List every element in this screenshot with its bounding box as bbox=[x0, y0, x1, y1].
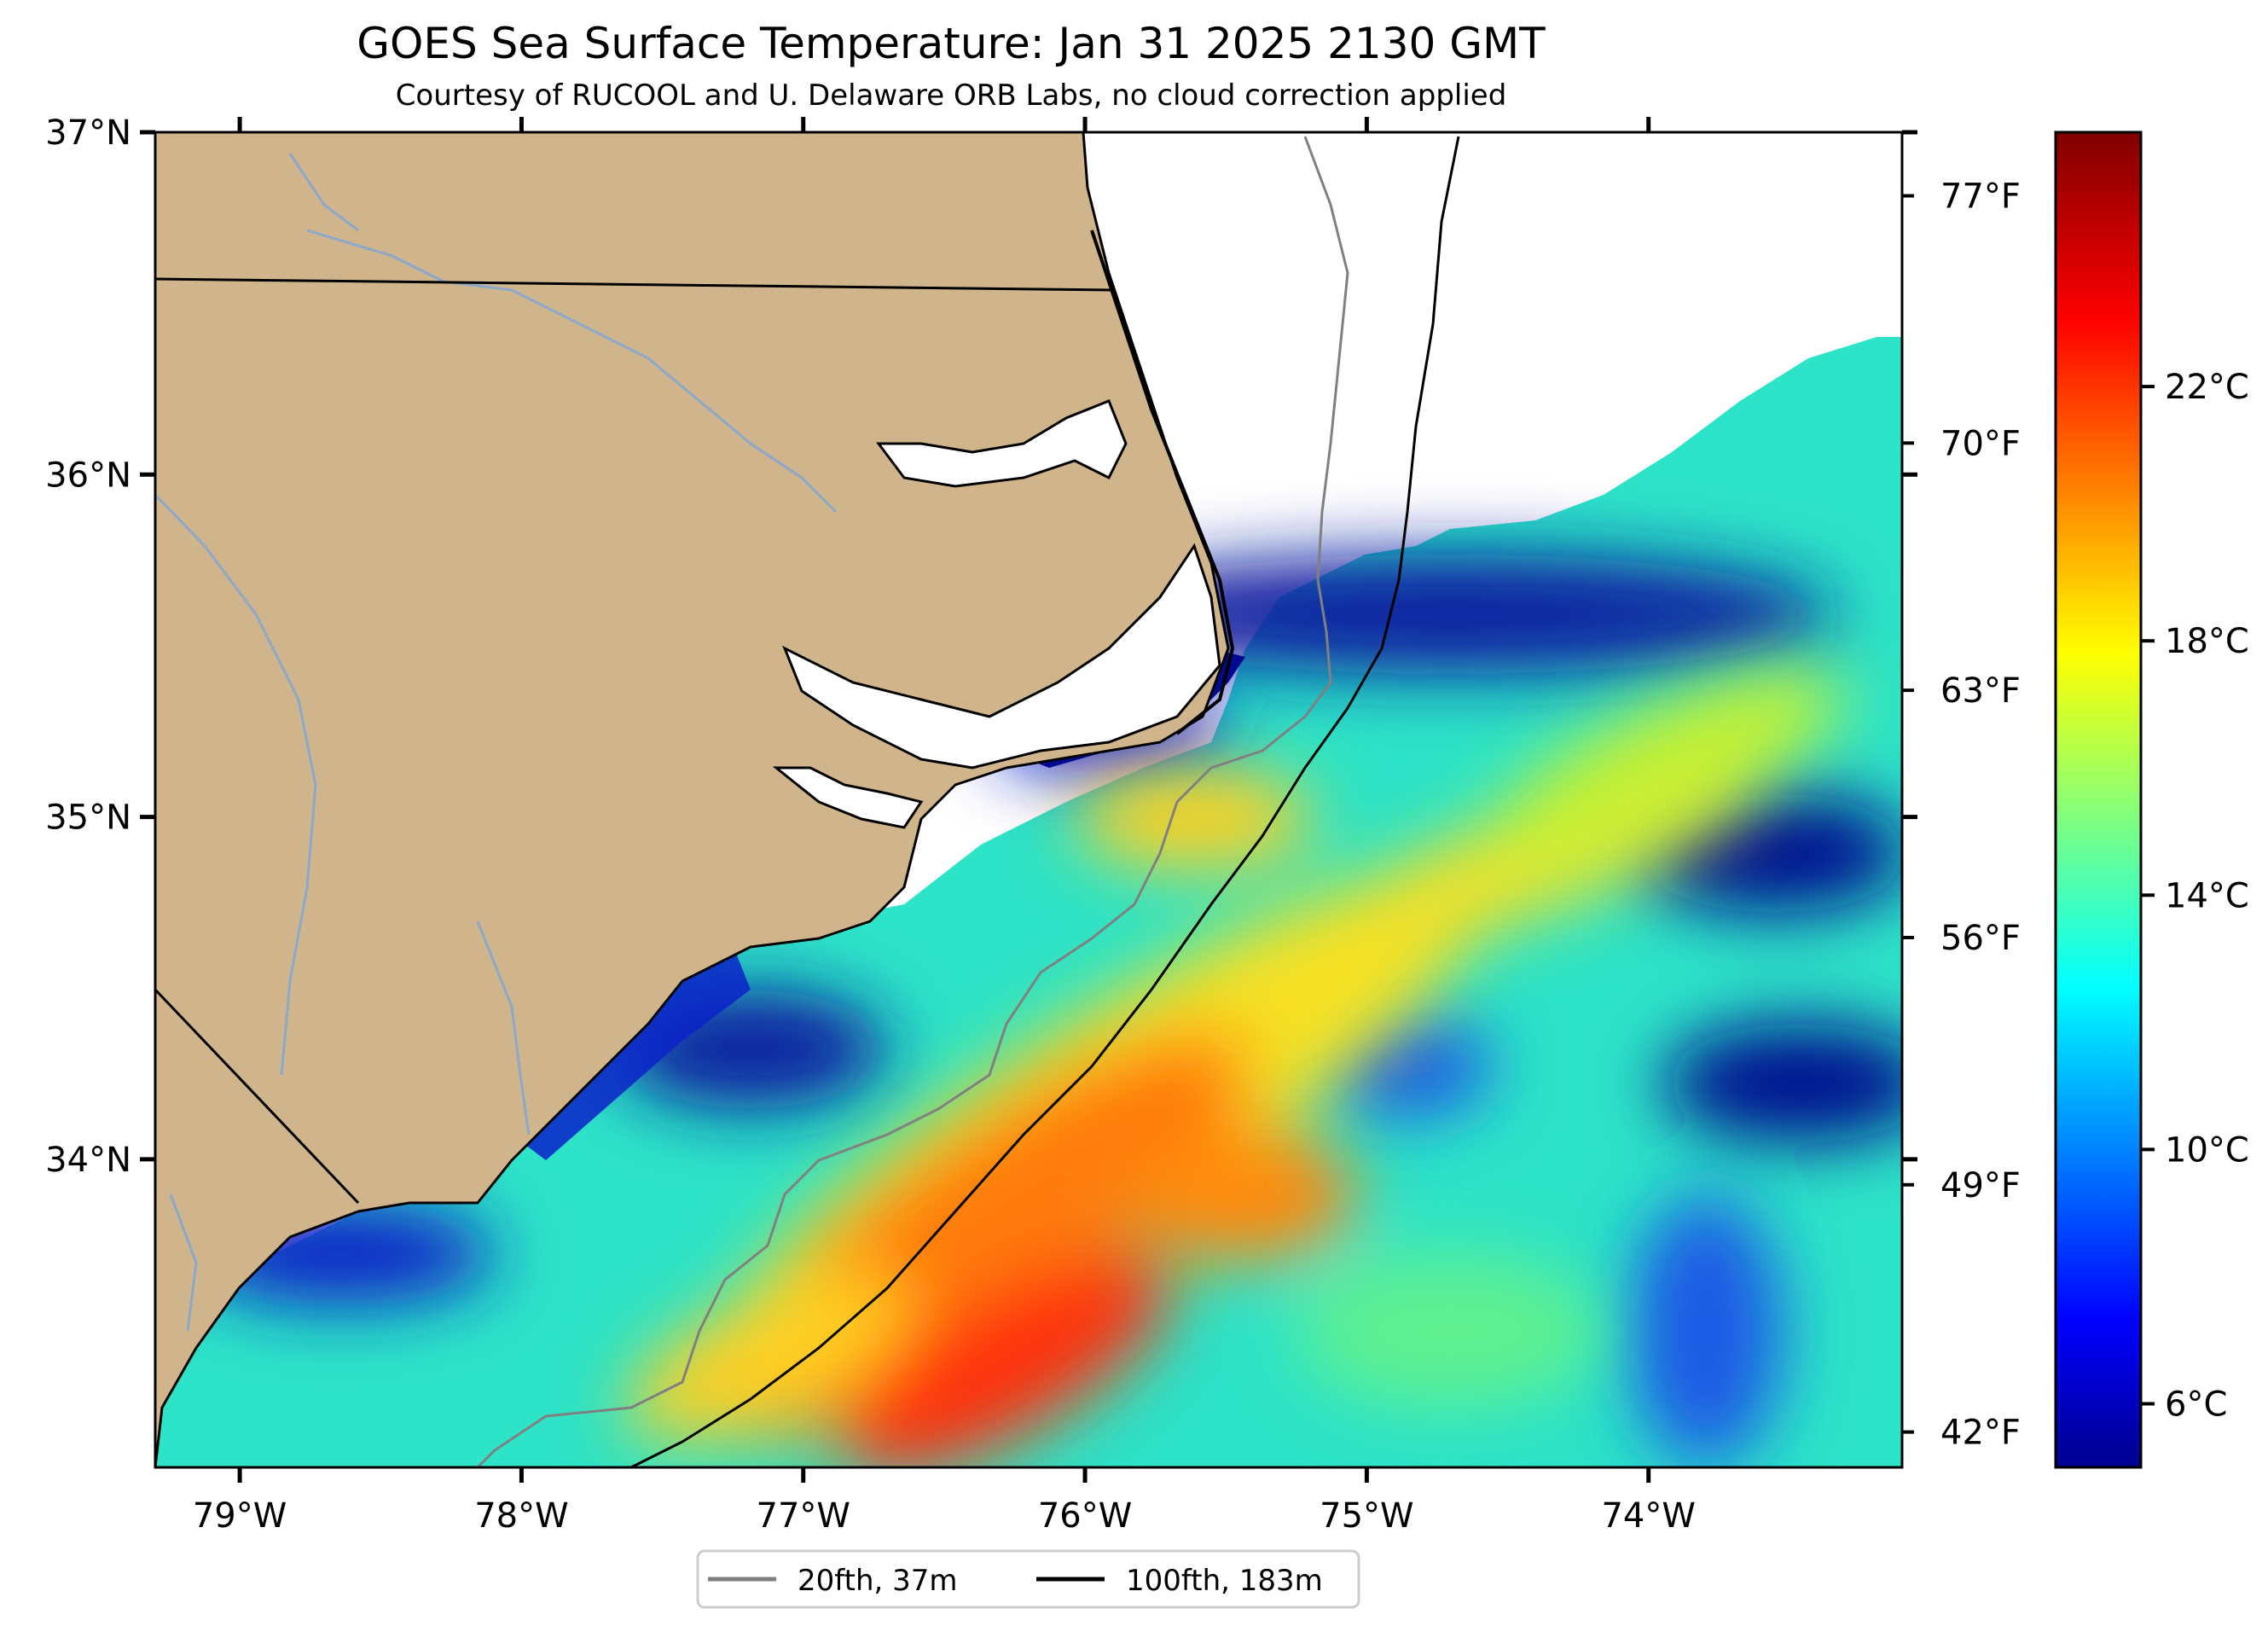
colorbar-gradient bbox=[2054, 131, 2143, 1469]
lon-tick-label: 74°W bbox=[1601, 1496, 1695, 1536]
neuse-river bbox=[772, 766, 924, 829]
fahrenheit-tick-label: 63°F bbox=[1940, 671, 2021, 711]
lon-tick-label: 75°W bbox=[1320, 1496, 1413, 1536]
fahrenheit-tick-label: 42°F bbox=[1940, 1414, 2021, 1453]
fahrenheit-tick-label: 70°F bbox=[1940, 424, 2021, 463]
colorbar-tick-label: 14°C bbox=[2165, 876, 2249, 915]
nearshore-cold bbox=[512, 947, 751, 1160]
colorbar: 6°C 10°C 14°C 18°C 22°C bbox=[2054, 131, 2249, 1469]
gulf-stream bbox=[626, 668, 1843, 1467]
lat-tick-label: 37°N bbox=[45, 113, 131, 153]
colorbar-tick-label: 10°C bbox=[2165, 1130, 2249, 1170]
lon-tick-label: 76°W bbox=[1038, 1496, 1132, 1536]
colorbar-tick-label: 22°C bbox=[2165, 368, 2249, 407]
fahrenheit-tick-label: 56°F bbox=[1940, 919, 2021, 958]
legend-box bbox=[696, 1549, 1360, 1609]
map-frame bbox=[154, 131, 1904, 1469]
fahrenheit-axis: 77°F 70°F 63°F 56°F 49°F 42°F bbox=[1902, 177, 2021, 1453]
colorbar-ticks: 6°C 10°C 14°C 18°C 22°C bbox=[2141, 368, 2249, 1424]
isobath-20fth bbox=[476, 136, 1349, 1469]
lon-tick-label: 78°W bbox=[474, 1496, 568, 1536]
map-panel bbox=[154, 131, 1904, 1469]
lat-tick-label: 35°N bbox=[45, 799, 131, 838]
outer-banks bbox=[1090, 229, 1235, 735]
legend-label-20fth: 20fth, 37m bbox=[798, 1564, 958, 1598]
map-subtitle: Courtesy of RUCOOL and U. Delaware ORB L… bbox=[395, 78, 1507, 113]
legend-label-100fth: 100fth, 183m bbox=[1126, 1564, 1323, 1598]
fahrenheit-tick-label: 77°F bbox=[1940, 177, 2021, 217]
fahrenheit-tick-label: 49°F bbox=[1940, 1166, 2021, 1205]
latitude-axis: 37°N 36°N 35°N 34°N bbox=[45, 113, 1917, 1180]
longitude-axis: 79°W 78°W 77°W 76°W 75°W 74°W bbox=[193, 117, 1696, 1536]
albemarle-sound bbox=[876, 399, 1128, 488]
colorbar-tick-label: 18°C bbox=[2165, 622, 2249, 661]
map-title: GOES Sea Surface Temperature: Jan 31 202… bbox=[357, 19, 1546, 68]
colorbar-tick-label: 6°C bbox=[2165, 1385, 2227, 1424]
lon-tick-label: 79°W bbox=[193, 1496, 287, 1536]
isobath-legend: 20fth, 37m 100fth, 183m bbox=[696, 1549, 1360, 1609]
lat-tick-label: 36°N bbox=[45, 456, 131, 495]
state-borders bbox=[154, 277, 1114, 1205]
lat-tick-label: 34°N bbox=[45, 1141, 131, 1180]
isobath-100fth bbox=[630, 136, 1460, 1469]
pamlico-sound bbox=[782, 543, 1221, 770]
rivers bbox=[154, 153, 838, 1332]
lon-tick-label: 77°W bbox=[757, 1496, 850, 1536]
